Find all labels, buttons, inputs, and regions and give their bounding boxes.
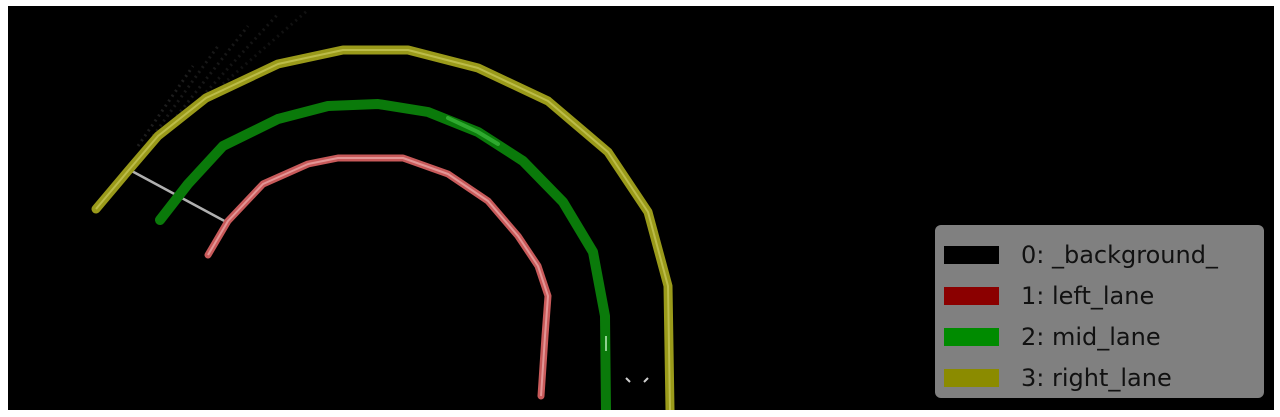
segmentation-image: 0: _background_ 1: left_lane 2: mid_lane… [8, 6, 1274, 410]
left-lane-edge [207, 157, 549, 397]
legend-swatch [944, 286, 999, 305]
legend-item-mid-lane: 2: mid_lane [935, 316, 1264, 357]
mid-lane-edge [446, 116, 500, 146]
legend: 0: _background_ 1: left_lane 2: mid_lane… [935, 225, 1264, 398]
noise-streaks [136, 8, 309, 147]
bottom-marks [605, 336, 649, 383]
mid-lane-path [155, 99, 611, 410]
legend-item-background: 0: _background_ [935, 234, 1264, 275]
legend-swatch [944, 245, 999, 264]
lane-overlay [91, 8, 675, 410]
right-lane-edge [95, 49, 671, 410]
legend-label: 3: right_lane [1021, 363, 1172, 392]
legend-swatch [944, 368, 999, 387]
legend-swatch [944, 327, 999, 346]
legend-label: 2: mid_lane [1021, 322, 1161, 351]
legend-label: 0: _background_ [1021, 240, 1218, 269]
left-lane-path [204, 154, 552, 400]
legend-item-right-lane: 3: right_lane [935, 357, 1264, 398]
legend-item-left-lane: 1: left_lane [935, 275, 1264, 316]
legend-label: 1: left_lane [1021, 281, 1155, 310]
